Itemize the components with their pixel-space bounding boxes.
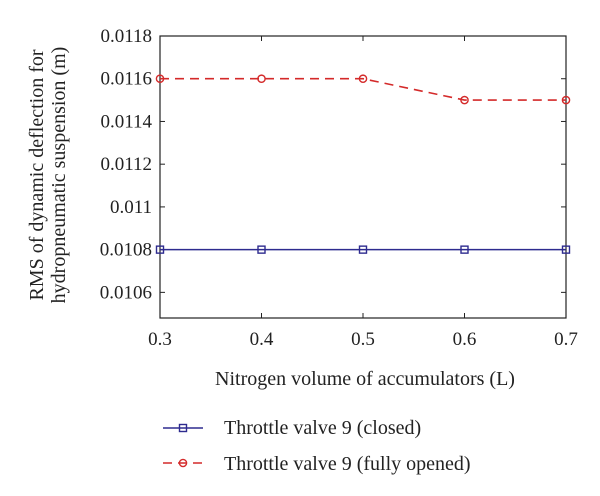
x-tick-label: 0.3 bbox=[148, 329, 172, 350]
legend-label-closed: Throttle valve 9 (closed) bbox=[224, 417, 421, 439]
x-tick-label: 0.4 bbox=[250, 329, 274, 350]
x-tick-label: 0.6 bbox=[453, 329, 477, 350]
y-tick-labels: 0.0106 0.0108 0.011 0.0112 0.0114 0.0116 0.011… bbox=[100, 26, 153, 303]
data-point-square bbox=[460, 245, 469, 254]
y-tick-label: 0.0116 bbox=[100, 69, 152, 90]
data-point-square bbox=[358, 245, 368, 254]
x-tick-label: 0.7 bbox=[554, 329, 578, 350]
legend: Throttle valve 9 (closed) Throttle valve… bbox=[163, 417, 471, 475]
y-tick-label: 0.0106 bbox=[100, 282, 152, 303]
y-tick-label: 0.0118 bbox=[100, 26, 152, 47]
y-axis-title: RMS of dynamic deflection for hydropneum… bbox=[26, 47, 70, 304]
x-axis-title: Nitrogen volume of accumulators (L) bbox=[215, 368, 515, 390]
data-point-square bbox=[561, 245, 571, 254]
y-tick-label: 0.0114 bbox=[100, 111, 152, 132]
series-line-1 bbox=[160, 77, 566, 101]
data-point-square bbox=[155, 245, 165, 254]
y-axis-title-line2: hydropneumatic suspension (m) bbox=[48, 47, 70, 304]
data-point-circle bbox=[561, 95, 571, 105]
y-tick-label: 0.0112 bbox=[100, 154, 152, 175]
legend-marker-opened bbox=[178, 458, 188, 468]
data-point-square bbox=[257, 245, 266, 254]
data-point-circle bbox=[460, 95, 469, 105]
legend-marker-closed bbox=[178, 423, 188, 433]
x-tick-label: 0.5 bbox=[351, 329, 375, 350]
data-point-circle bbox=[155, 74, 165, 84]
y-tick-label: 0.0108 bbox=[100, 240, 152, 261]
y-axis-title-line1: RMS of dynamic deflection for bbox=[26, 49, 48, 300]
data-point-circle bbox=[257, 74, 266, 84]
legend-label-opened: Throttle valve 9 (fully opened) bbox=[224, 453, 471, 475]
x-tick-labels: 0.3 0.4 0.5 0.6 0.7 bbox=[148, 329, 578, 350]
data-point-circle bbox=[358, 74, 368, 84]
y-tick-label: 0.011 bbox=[110, 197, 152, 218]
series-lines bbox=[155, 74, 571, 254]
